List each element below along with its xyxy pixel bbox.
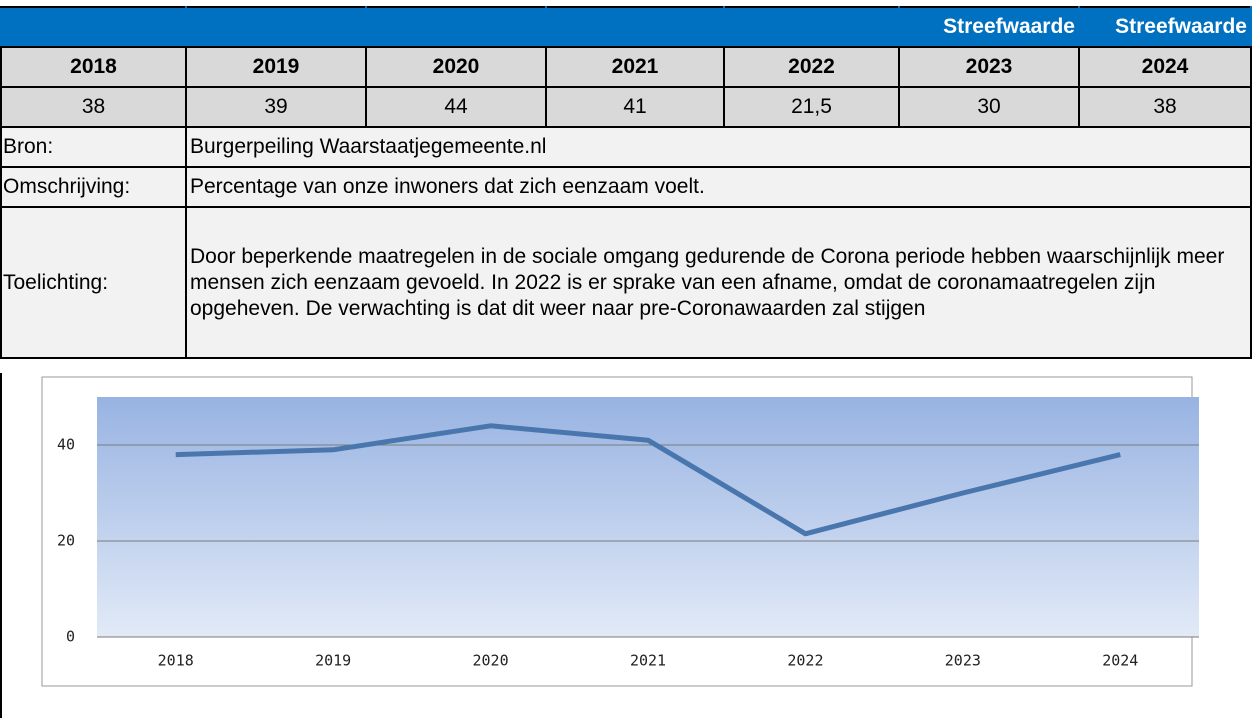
x-tick-label: 2024 [1102, 652, 1138, 670]
value: 44 [365, 86, 547, 128]
year: 2023 [898, 46, 1080, 88]
x-tick-label: 2021 [630, 652, 666, 670]
header-cell: Streefwaarde [898, 6, 1080, 48]
x-tick-label: 2018 [158, 652, 194, 670]
label: Toelichting: [0, 206, 187, 359]
label: Bron: [0, 126, 187, 168]
year-row: 2018 2019 2020 2021 2022 2023 2024 [0, 46, 1252, 88]
y-tick-label: 0 [66, 628, 75, 646]
text: Door beperkende maatregelen in de social… [185, 206, 1252, 359]
info-row: Toelichting: Door beperkende maatregelen … [0, 206, 1252, 359]
value: 41 [545, 86, 725, 128]
value: 38 [0, 86, 187, 128]
x-tick-label: 2020 [473, 652, 509, 670]
data-line [175, 423, 1121, 537]
plot-area [97, 397, 1199, 637]
value: 21,5 [723, 86, 900, 128]
year: 2019 [185, 46, 367, 88]
indicator-table: Streefwaarde Streefwaarde 2018 2019 2020… [0, 6, 1252, 359]
y-tick-label: 20 [57, 532, 75, 550]
x-tick-label: 2019 [315, 652, 351, 670]
text: Percentage van onze inwoners dat zich ee… [185, 166, 1252, 208]
year: 2022 [723, 46, 900, 88]
x-tick-label: 2022 [787, 652, 823, 670]
value: 38 [1078, 86, 1252, 128]
info-row: Omschrijving: Percentage van onze inwoner… [0, 166, 1252, 208]
header-cell: Streefwaarde [1078, 6, 1252, 48]
year: 2021 [545, 46, 725, 88]
x-tick-label: 2023 [945, 652, 981, 670]
header-row: Streefwaarde Streefwaarde [0, 6, 1252, 48]
year: 2020 [365, 46, 547, 88]
value: 30 [898, 86, 1080, 128]
y-tick-label: 40 [57, 436, 75, 454]
value-row: 38 39 44 41 21,5 30 38 [0, 86, 1252, 128]
year: 2018 [0, 46, 187, 88]
value: 39 [185, 86, 367, 128]
text: Burgerpeiling Waarstaatjegemeente.nl [185, 126, 1252, 168]
info-row: Bron: Burgerpeiling Waarstaatjegemeente.n… [0, 126, 1252, 168]
label: Omschrijving: [0, 166, 187, 208]
chart-area: 0 20 40 2018 2019 2020 2021 2022 2023 2024 [0, 373, 1252, 718]
year: 2024 [1078, 46, 1252, 88]
chart: 0 20 40 2018 2019 2020 2021 2022 2023 2024 [41, 376, 1199, 687]
